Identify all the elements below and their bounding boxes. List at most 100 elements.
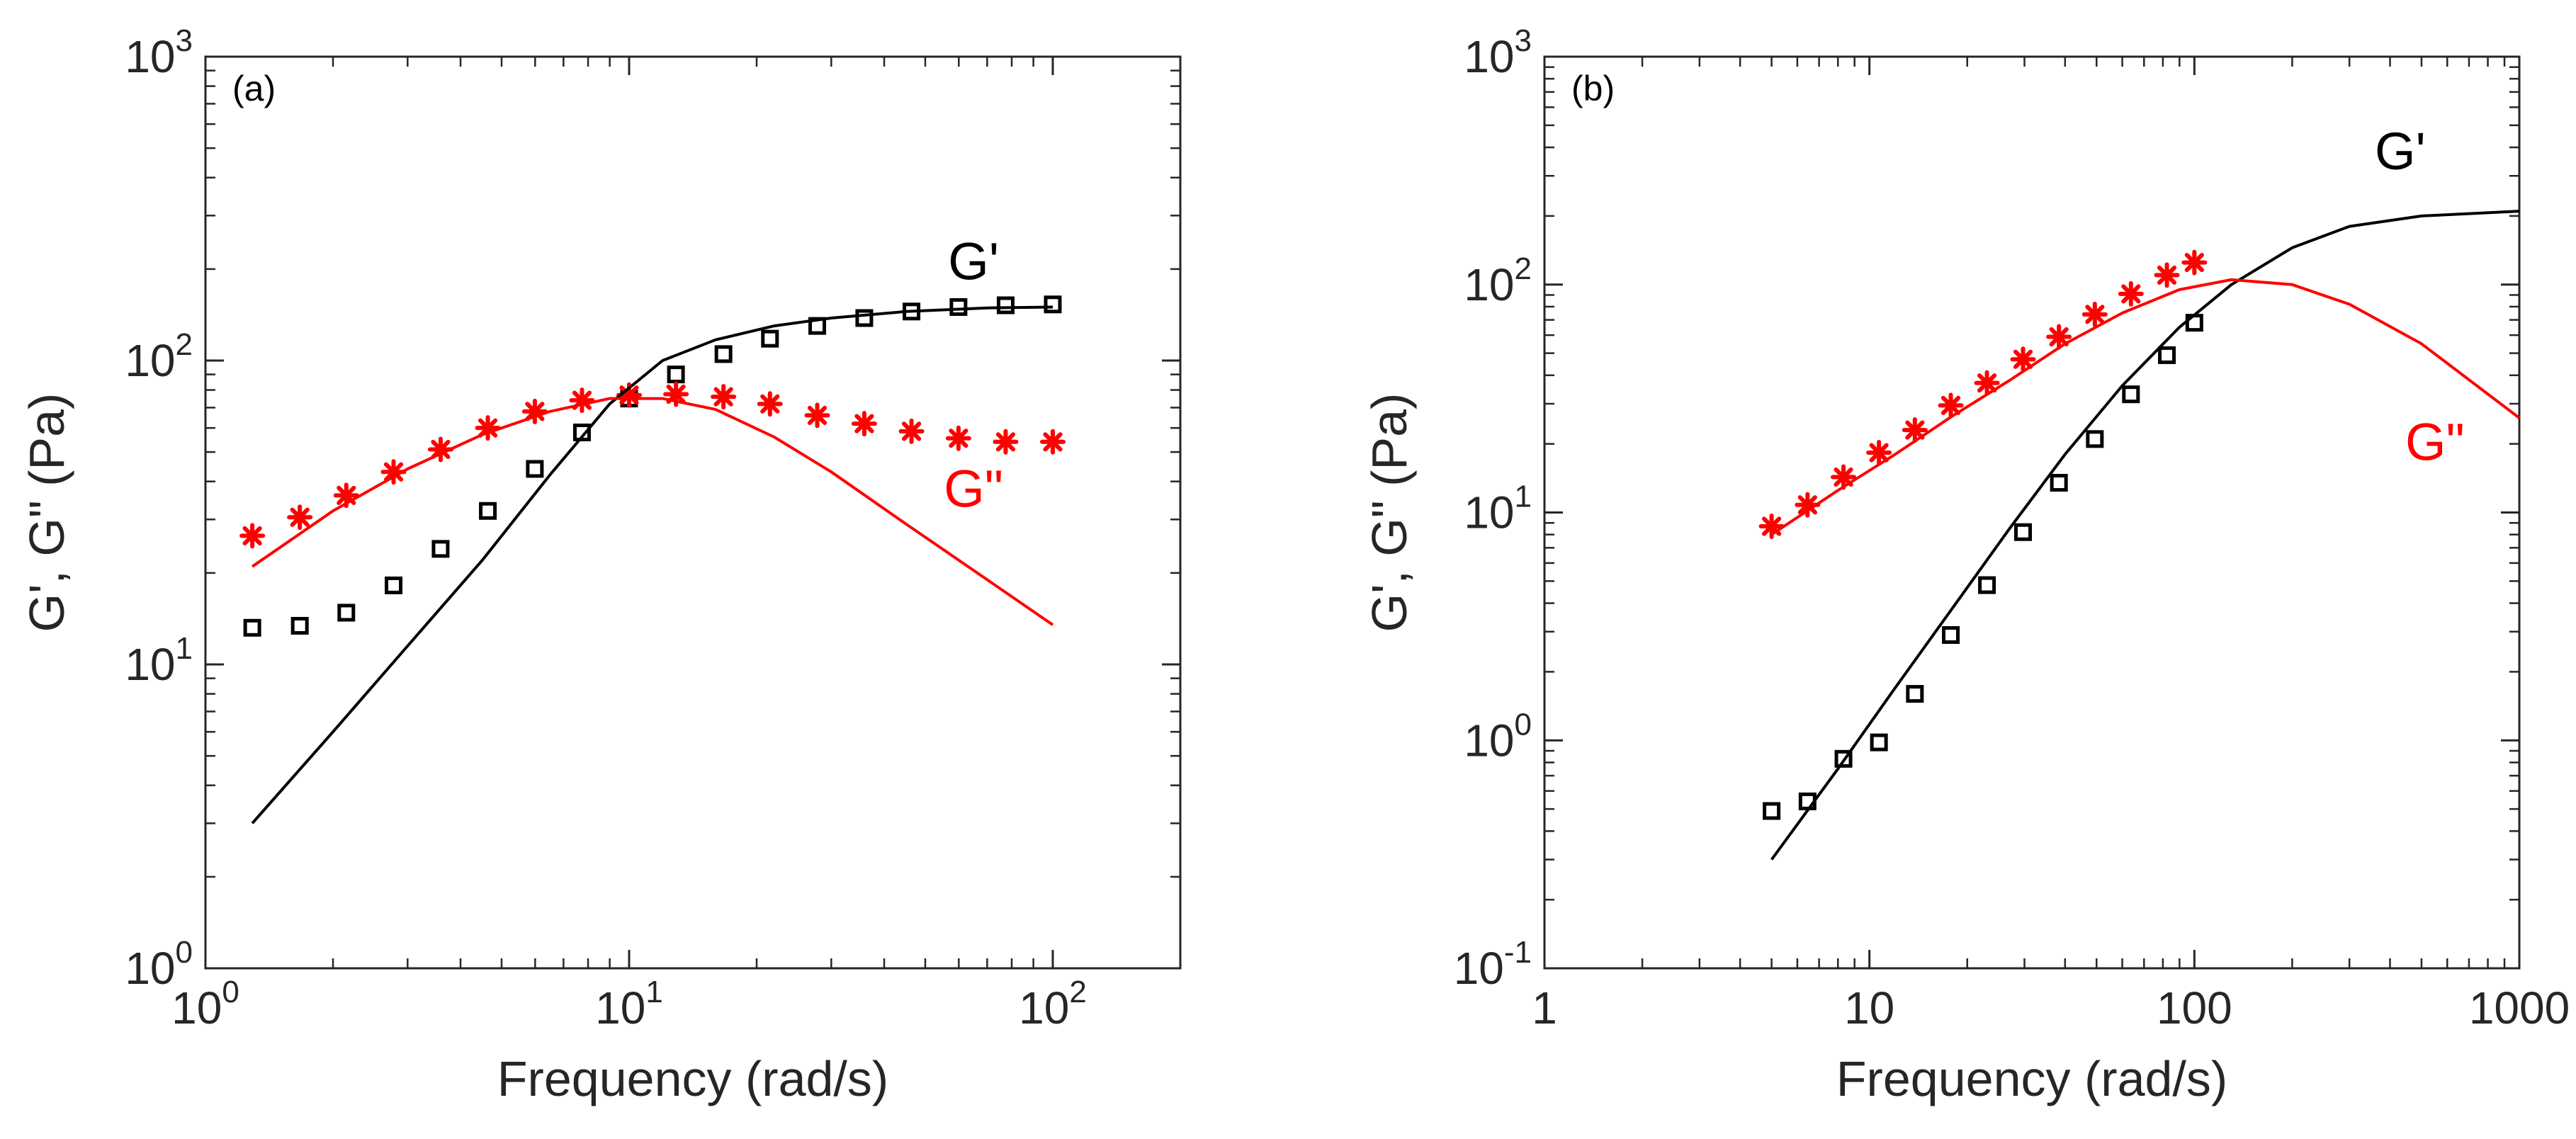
y-axis-label: G', G" (Pa) — [1362, 393, 1417, 633]
x-tick-label: 101 — [595, 975, 663, 1033]
y-tick-base: 10 — [1454, 943, 1504, 994]
square-marker — [526, 460, 544, 478]
asterisk-marker — [1902, 417, 1928, 443]
series-line — [1770, 210, 2520, 861]
asterisk-stroke — [2085, 305, 2105, 324]
square-marker — [855, 309, 874, 327]
x-tick-base: 10 — [1019, 982, 1069, 1033]
asterisk-stroke — [242, 526, 262, 546]
y-tick-label: 101 — [125, 631, 193, 690]
x-tick-label: 102 — [1019, 975, 1087, 1033]
square-marker — [761, 329, 779, 348]
asterisk-marker — [945, 425, 971, 451]
y-tick-label: 101 — [1464, 480, 1532, 538]
asterisk-marker — [239, 523, 266, 549]
asterisk-marker — [2118, 280, 2144, 307]
asterisk-stroke — [1043, 432, 1063, 452]
asterisk-marker — [1938, 392, 1964, 419]
asterisk-marker — [1039, 429, 1066, 455]
asterisk-marker — [2081, 301, 2108, 327]
y-tick-label: 10-1 — [1454, 935, 1532, 994]
x-tick-label: 100 — [2157, 982, 2232, 1033]
asterisk-marker — [993, 429, 1019, 455]
square-marker — [337, 604, 356, 622]
y-tick-label: 102 — [125, 327, 193, 386]
asterisk-stroke — [995, 432, 1016, 452]
y-tick-base: 10 — [1464, 259, 1514, 310]
square-marker — [996, 296, 1015, 314]
asterisk-stroke — [1797, 495, 1817, 515]
square-marker — [2122, 385, 2140, 404]
asterisk-marker — [287, 504, 313, 531]
y-tick-base: 10 — [125, 639, 175, 690]
asterisk-stroke — [760, 394, 780, 414]
asterisk-marker — [2154, 262, 2180, 288]
y-tick-label: 102 — [1464, 251, 1532, 310]
square-marker — [1942, 625, 1960, 644]
square-marker — [2014, 523, 2033, 541]
asterisk-stroke — [337, 485, 356, 505]
y-tick-label: 103 — [125, 23, 193, 82]
square-marker — [2050, 474, 2068, 492]
x-axis-label: Frequency (rad/s) — [497, 1051, 888, 1106]
asterisk-stroke — [619, 385, 639, 405]
y-tick-exponent: 1 — [176, 631, 193, 666]
asterisk-stroke — [431, 439, 451, 460]
asterisk-marker — [2010, 346, 2036, 373]
asterisk-stroke — [713, 387, 733, 407]
x-tick-exponent: 1 — [645, 975, 662, 1009]
asterisk-stroke — [525, 402, 545, 421]
x-tick-label: 100 — [171, 975, 239, 1033]
asterisk-stroke — [1834, 467, 1853, 487]
square-marker — [2086, 430, 2104, 448]
y-tick-exponent: 3 — [176, 23, 193, 58]
series-annotation: G' — [2375, 122, 2426, 181]
asterisk-stroke — [1761, 516, 1782, 536]
series-annotation: G" — [2405, 412, 2465, 471]
asterisk-stroke — [2013, 349, 2033, 369]
series-line — [251, 305, 1053, 824]
series-line — [251, 397, 1054, 626]
x-tick-base: 10 — [595, 982, 645, 1033]
square-marker — [2158, 346, 2176, 364]
y-tick-exponent: 3 — [1515, 23, 1532, 58]
y-tick-base: 10 — [1464, 487, 1514, 538]
asterisk-stroke — [854, 414, 874, 434]
asterisk-marker — [804, 402, 830, 429]
y-tick-base: 10 — [125, 335, 175, 386]
asterisk-marker — [1974, 370, 2000, 396]
asterisk-stroke — [2157, 265, 2177, 285]
y-axis-label: G', G" (Pa) — [19, 393, 74, 633]
series-annotation: G" — [944, 460, 1003, 518]
asterisk-stroke — [1905, 420, 1925, 440]
y-tick-exponent: 2 — [176, 327, 193, 362]
square-marker — [1870, 733, 1888, 752]
y-tick-exponent: 0 — [1515, 707, 1532, 742]
asterisk-marker — [521, 398, 548, 424]
y-tick-exponent: 2 — [1515, 251, 1532, 286]
square-marker — [1044, 295, 1062, 314]
square-marker — [949, 298, 968, 316]
asterisk-marker — [2046, 324, 2072, 350]
square-marker — [1978, 576, 1996, 594]
y-tick-exponent: 0 — [176, 935, 193, 970]
asterisk-marker — [1831, 464, 1857, 490]
square-marker — [1763, 802, 1781, 820]
x-tick-label: 1 — [1532, 982, 1557, 1033]
square-marker — [243, 618, 261, 637]
x-tick-exponent: 0 — [222, 975, 239, 1009]
square-marker — [1834, 749, 1853, 768]
y-tick-label: 103 — [1464, 23, 1532, 82]
square-marker — [385, 576, 403, 594]
square-marker — [479, 502, 497, 520]
y-tick-base: 10 — [1464, 31, 1514, 82]
asterisk-marker — [2181, 249, 2208, 276]
x-tick-label: 1000 — [2469, 982, 2570, 1033]
asterisk-marker — [475, 415, 501, 441]
asterisk-marker — [1866, 440, 1892, 466]
square-marker — [290, 616, 309, 635]
asterisk-stroke — [1977, 373, 1997, 393]
y-tick-base: 10 — [1464, 715, 1514, 766]
asterisk-marker — [569, 387, 595, 414]
